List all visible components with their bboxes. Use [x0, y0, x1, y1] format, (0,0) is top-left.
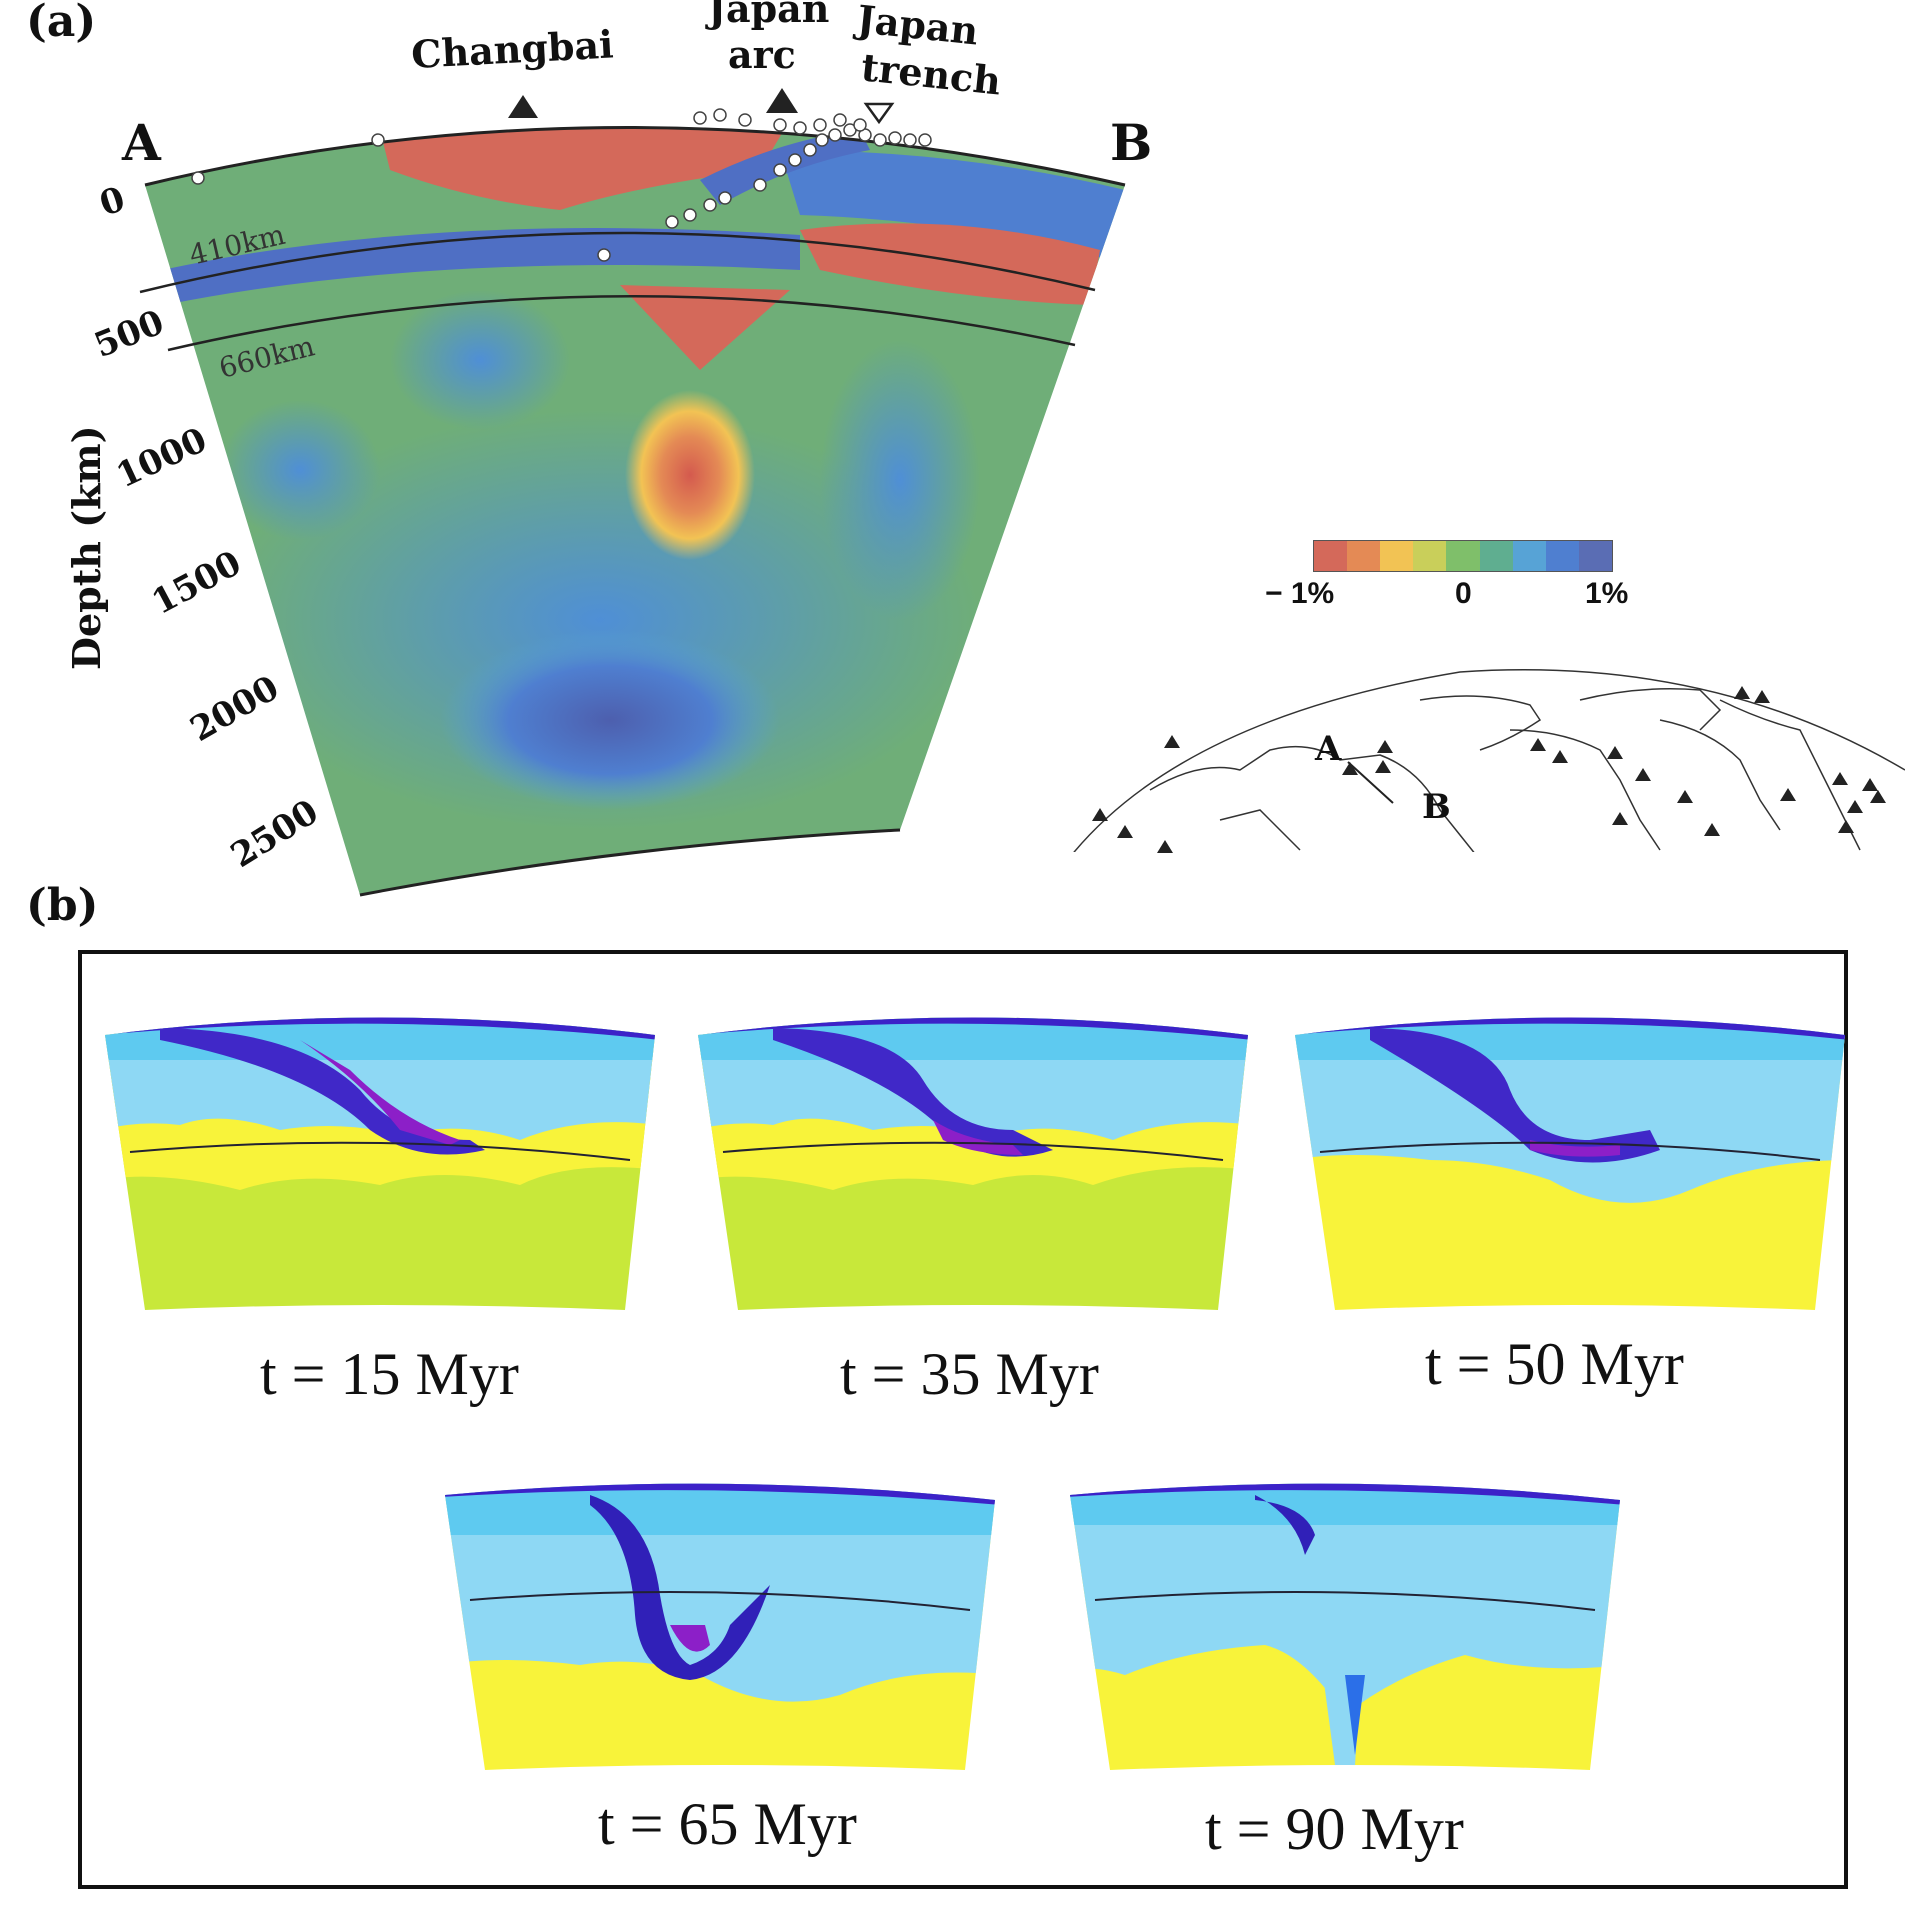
volcano-marker-icon: [1780, 788, 1796, 801]
volcano-marker-icon: [1377, 740, 1393, 753]
snapshot-15myr-time: t = 15 Myr: [260, 1341, 519, 1407]
volcano-marker-icon: [1754, 690, 1770, 703]
colorbar-tick-min: − 1%: [1265, 577, 1335, 610]
line-410km: [139, 231, 1096, 294]
panel-b-frame: [78, 950, 1848, 1889]
volcano-marker-icon: [1530, 738, 1546, 751]
japan-trench-icon: [863, 102, 895, 125]
volcano-marker-icon: [1375, 760, 1391, 773]
volcano-marker-icon: [1342, 762, 1358, 775]
colorbar-swatch: [1380, 541, 1414, 571]
volcano-marker-icon: [1870, 790, 1886, 803]
line-660km: [167, 294, 1076, 352]
depth-tick-500: 500: [89, 302, 170, 366]
snapshot-35myr-time: t = 35 Myr: [840, 1341, 1099, 1407]
volcano-marker-icon: [1635, 768, 1651, 781]
depth-tick-2500: 2500: [224, 792, 325, 876]
snapshot-65myr: [445, 1483, 995, 1771]
panel-a-label: (a): [26, 0, 97, 47]
colorbar-tick-zero: 0: [1455, 577, 1472, 610]
colorbar-swatch: [1545, 541, 1579, 571]
japan-arc-volcano-icon: [766, 88, 798, 113]
volcano-marker-icon: [1164, 735, 1180, 748]
endpoint-a: A: [121, 113, 162, 172]
map-label-a: A: [1314, 729, 1342, 769]
earthquake-markers: [191, 108, 932, 262]
colorbar-swatch: [1512, 541, 1546, 571]
volcano-marker-icon: [1607, 746, 1623, 759]
snapshot-15myr: [105, 1017, 655, 1310]
panel-b-label: (b): [26, 880, 99, 931]
volcano-marker-icon: [1677, 790, 1693, 803]
volcano-marker-icon: [1117, 825, 1133, 838]
depth-tick-0: 0: [95, 179, 130, 224]
volcano-marker-icon: [1838, 820, 1854, 833]
volcano-marker-icon: [1704, 823, 1720, 836]
colorbar: [1313, 540, 1613, 572]
volcano-marker-icon: [1832, 772, 1848, 785]
colorbar-swatch: [1479, 541, 1513, 571]
label-japan-arc-2: arc: [728, 32, 796, 77]
volcano-marker-icon: [1552, 750, 1568, 763]
colorbar-swatch: [1347, 541, 1381, 571]
map-label-b: B: [1422, 787, 1451, 827]
snapshot-35myr: [698, 1017, 1248, 1310]
snapshot-50myr-time: t = 50 Myr: [1425, 1331, 1684, 1397]
colorbar-tick-max: 1%: [1585, 577, 1629, 610]
label-changbai: Changbai: [410, 21, 614, 77]
volcano-marker-icon: [1847, 800, 1863, 813]
label-japan-trench-2: trench: [859, 44, 1003, 103]
label-japan-arc-1: Japan: [705, 0, 829, 31]
volcano-marker-icon: [1157, 840, 1173, 853]
snapshot-50myr: [1295, 1017, 1845, 1310]
colorbar-swatch: [1578, 541, 1612, 571]
colorbar-swatch: [1413, 541, 1447, 571]
map-inset: A B: [1073, 669, 1905, 853]
colorbar-swatch: [1314, 541, 1348, 571]
tomography-cross-section: 0 500 1000 1500 2000 2500 410km 660km De…: [64, 0, 1150, 897]
depth-tick-2000: 2000: [184, 668, 286, 750]
changbai-volcano-icon: [508, 95, 538, 118]
snapshot-90myr: [1070, 1483, 1620, 1771]
volcano-marker-icon: [1092, 808, 1108, 821]
volcano-marker-icon: [1734, 686, 1750, 699]
colorbar-swatch: [1446, 541, 1480, 571]
depth-tick-1500: 1500: [145, 543, 247, 623]
snapshot-65myr-time: t = 65 Myr: [598, 1791, 857, 1857]
y-axis-title: Depth (km): [64, 425, 109, 670]
endpoint-b: B: [1110, 113, 1150, 172]
volcano-marker-icon: [1612, 812, 1628, 825]
snapshot-90myr-time: t = 90 Myr: [1205, 1796, 1464, 1862]
volcano-marker-icon: [1862, 778, 1878, 791]
depth-tick-1000: 1000: [110, 420, 213, 496]
